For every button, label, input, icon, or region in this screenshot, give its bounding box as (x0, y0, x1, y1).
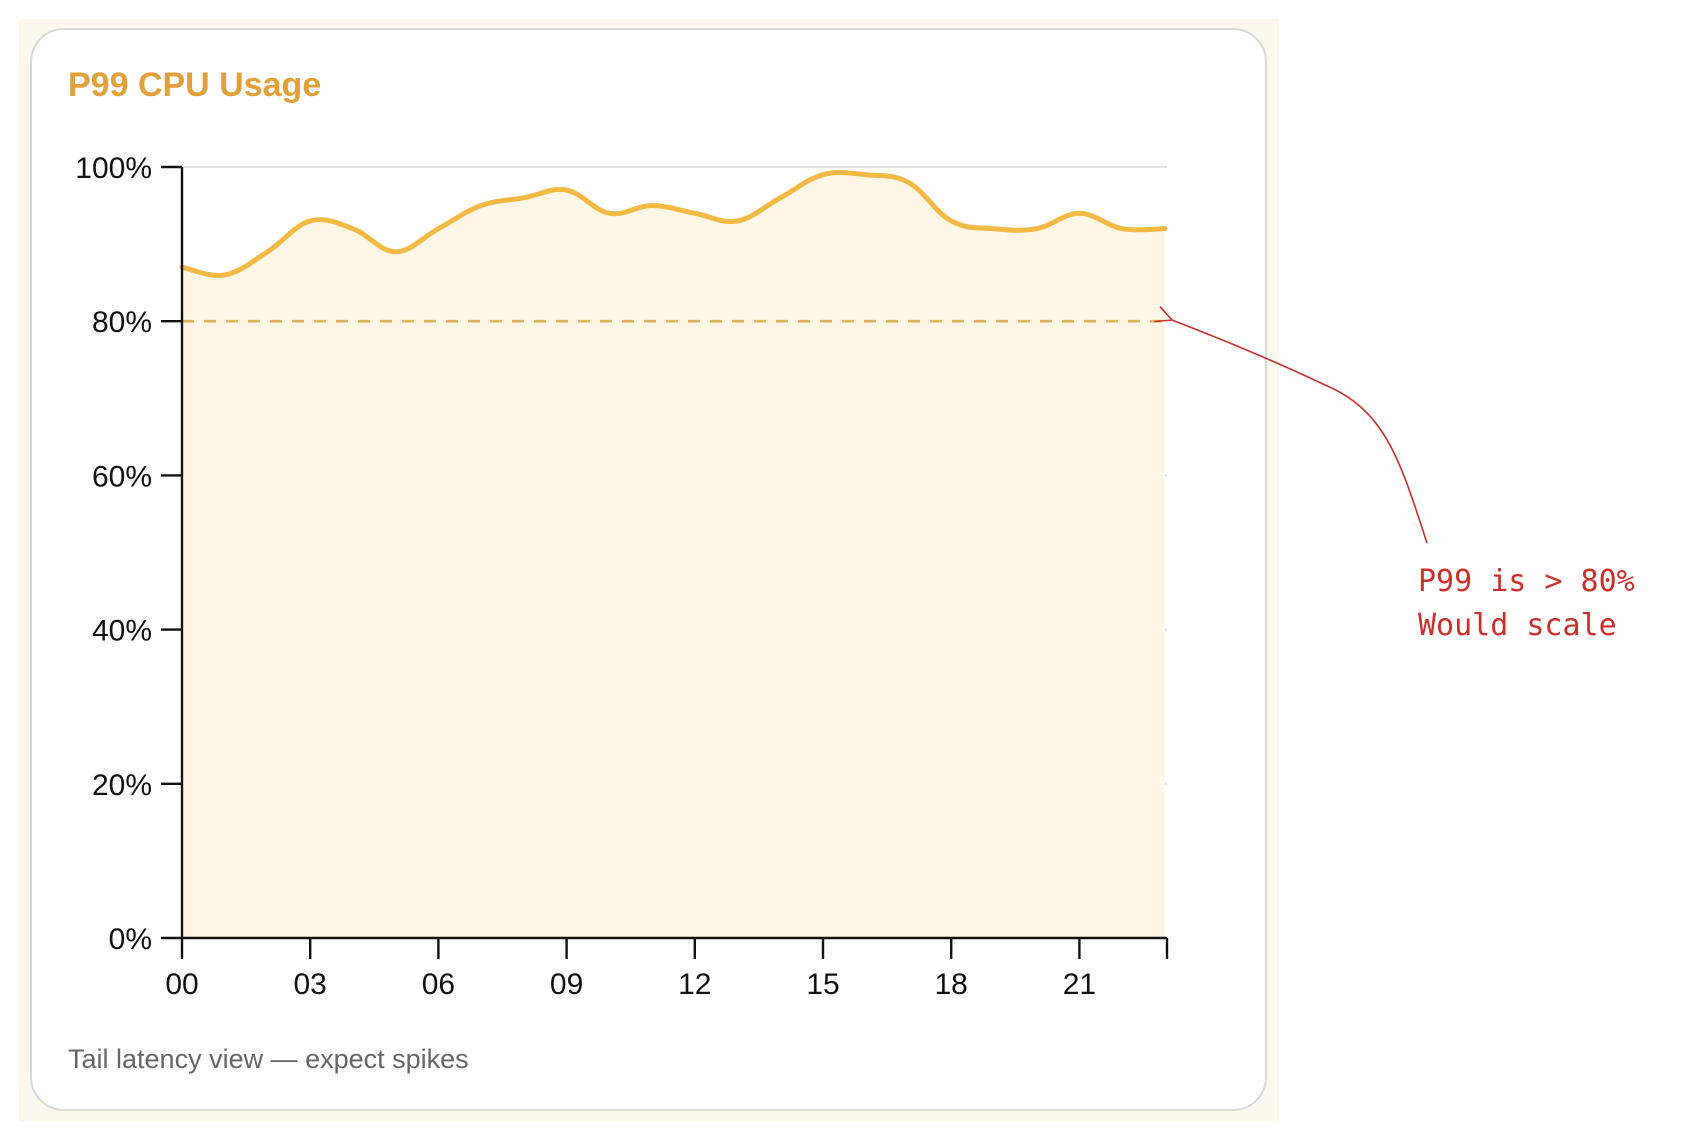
x-tick-label: 09 (550, 968, 583, 1001)
y-axis-ticks: 0% 20% 40% 60% 80% 100% (75, 152, 182, 956)
annotation-line-1: P99 is > 80% (1418, 564, 1635, 599)
chart-caption: Tail latency view — expect spikes (68, 1044, 469, 1074)
y-tick-label: 100% (75, 152, 152, 185)
x-tick-label: 18 (935, 968, 968, 1001)
cpu-usage-line (179, 170, 1168, 278)
y-tick-label: 20% (92, 769, 152, 802)
y-tick-label: 80% (92, 306, 152, 339)
x-tick-label: 03 (294, 968, 327, 1001)
y-tick-label: 40% (92, 615, 152, 648)
annotation-arrow (1154, 306, 1428, 544)
annotation-line-2: Would scale (1418, 608, 1617, 643)
x-tick-label: 21 (1063, 968, 1096, 1001)
x-axis-ticks: 00 03 06 09 12 15 18 21 (165, 938, 1096, 1001)
y-tick-label: 60% (92, 460, 152, 493)
chart-axes (180, 167, 1169, 959)
x-tick-label: 00 (165, 968, 198, 1001)
x-tick-label: 15 (806, 968, 839, 1001)
annotation-note: P99 is > 80% Would scale (1418, 560, 1635, 648)
chart-title: P99 CPU Usage (68, 66, 322, 104)
y-tick-label: 0% (109, 923, 152, 956)
cpu-usage-area (182, 172, 1165, 938)
x-tick-label: 06 (422, 968, 455, 1001)
x-tick-label: 12 (678, 968, 711, 1001)
